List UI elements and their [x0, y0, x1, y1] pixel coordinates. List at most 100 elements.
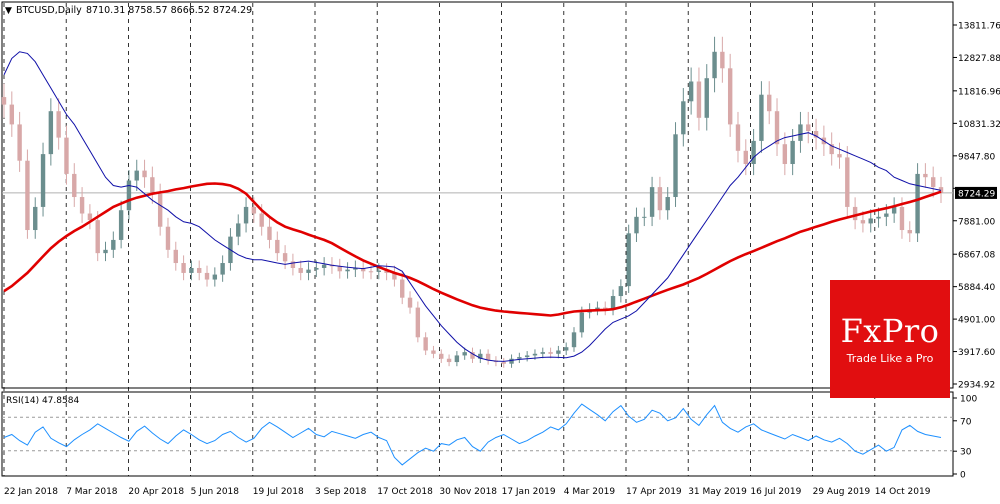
candle-body	[930, 177, 936, 188]
candle-body	[360, 267, 366, 272]
candle-body	[368, 271, 374, 273]
candle-body	[150, 177, 155, 194]
candle-body	[727, 68, 733, 125]
candle-body	[79, 197, 85, 214]
vertical-grid	[3, 3, 876, 476]
candle-body	[704, 78, 709, 118]
candle-body	[72, 173, 77, 198]
candle-body	[345, 269, 350, 272]
y-tick-label: 10831.32	[958, 120, 1000, 130]
rsi-label: RSI(14) 47.8584	[6, 396, 79, 406]
rsi-axis: 100 70 30 0	[953, 395, 977, 481]
candle-body	[649, 187, 655, 217]
candle-body	[564, 347, 569, 351]
candle-body	[782, 144, 788, 165]
candle-body	[524, 355, 530, 358]
candle-body	[251, 206, 257, 214]
candle-body	[236, 223, 241, 237]
candle-body	[259, 213, 264, 227]
candle-body	[767, 94, 772, 112]
candle-body	[103, 249, 108, 254]
candle-body	[118, 210, 124, 240]
candle-body	[439, 353, 444, 359]
candle-body	[431, 350, 436, 354]
x-tick-label: 17 Oct 2018	[377, 487, 433, 497]
y-tick-label: 9847.80	[958, 152, 995, 162]
candle-body	[111, 239, 116, 250]
fast-ma-line	[3, 51, 942, 362]
candle-body	[25, 160, 30, 231]
candle-body	[657, 187, 663, 211]
candle-body	[33, 206, 38, 231]
candle-body	[134, 170, 139, 181]
candle-body	[610, 296, 616, 310]
candle-body	[891, 206, 897, 214]
candle-body	[462, 352, 467, 356]
x-tick-label: 22 Jan 2018	[4, 487, 58, 497]
candle-body	[478, 353, 483, 359]
rsi-pane	[1, 391, 954, 477]
y-tick-label: 7881.00	[958, 217, 995, 227]
candle-body	[548, 352, 553, 354]
candle-body	[899, 206, 905, 231]
price-badge: 8724.29	[955, 186, 997, 199]
y-tick-label: 3917.60	[958, 348, 995, 358]
candle-body	[540, 352, 545, 354]
x-tick-label: 30 Nov 2018	[439, 487, 497, 497]
candle-body	[470, 352, 475, 359]
fxpro-logo: FxPro Trade Like a Pro	[830, 280, 950, 398]
x-tick-label: 17 Apr 2019	[626, 487, 682, 497]
candle-body	[884, 213, 889, 217]
x-tick-label: 31 May 2019	[688, 487, 747, 497]
y-tick-label: 6867.08	[958, 251, 995, 261]
candle-body	[197, 267, 202, 273]
rsi-tick-label: 0	[960, 471, 966, 481]
candle-body	[157, 193, 163, 227]
candle-body	[314, 267, 319, 270]
x-tick-label: 7 Mar 2018	[66, 487, 118, 497]
candle-body	[829, 144, 834, 155]
candle-body	[415, 307, 421, 338]
candle-body	[376, 270, 381, 272]
candle-body	[626, 233, 631, 287]
candle-body	[243, 206, 249, 224]
candle-body	[384, 270, 389, 273]
candle-body	[876, 216, 881, 219]
candle-body	[790, 140, 795, 165]
candle-body	[40, 154, 46, 207]
candle-body	[48, 111, 54, 155]
candle-body	[517, 357, 522, 359]
y-tick-label: 5884.40	[958, 283, 995, 293]
x-tick-label: 16 Jul 2019	[750, 487, 801, 497]
x-tick-label: 17 Jan 2019	[502, 487, 556, 497]
candle-body	[1, 97, 7, 105]
candle-body	[275, 239, 280, 254]
candle-body	[532, 353, 538, 356]
candle-body	[321, 264, 327, 268]
candle-body	[907, 230, 912, 234]
candle-body	[189, 267, 194, 273]
candle-body	[571, 332, 577, 348]
candle-body	[64, 137, 69, 174]
candle-body	[688, 81, 694, 102]
candle-body	[618, 286, 624, 297]
candle-body	[282, 253, 288, 262]
candle-body	[595, 307, 600, 310]
candle-body	[634, 216, 639, 234]
candle-body	[923, 173, 928, 178]
price-badge-label: 8724.29	[958, 189, 995, 199]
header-icon: ▼	[5, 6, 12, 16]
candle-body	[306, 269, 311, 273]
candle-body	[681, 101, 686, 135]
candle-body	[400, 279, 405, 298]
candle-body	[17, 124, 22, 161]
candle-body	[165, 226, 171, 250]
header-ohlc: 8710.31 8758.57 8666.52 8724.29	[86, 5, 252, 16]
x-tick-label: 3 Sep 2018	[315, 487, 367, 497]
rsi-tick-label: 70	[960, 417, 972, 427]
candle-body	[501, 362, 506, 364]
y-tick-label: 12827.88	[958, 54, 1000, 64]
candle-body	[126, 180, 132, 211]
y-tick-label: 13811.76	[958, 22, 1000, 32]
